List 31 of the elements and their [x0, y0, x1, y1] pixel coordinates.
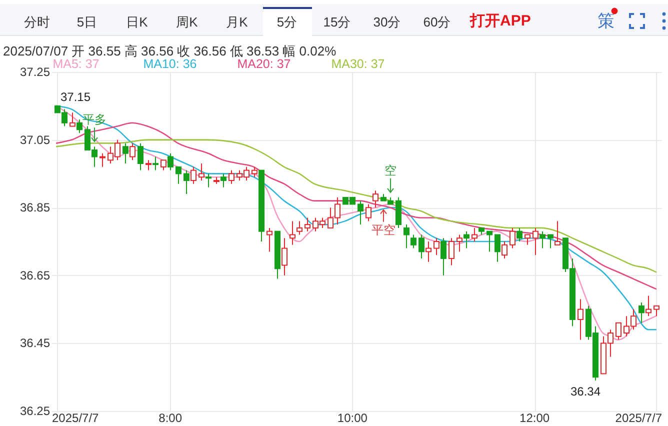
x-tick-label: 8:00 [158, 411, 182, 425]
tab-label: 5分 [276, 14, 298, 30]
strategy-label: 策 [598, 12, 614, 30]
annotation: 36.34 [570, 384, 600, 398]
open-app-label: 打开APP [470, 12, 531, 30]
y-tick-label: 37.05 [20, 132, 50, 147]
legend-item: MA5: 37 [52, 57, 100, 71]
tab-label: 30分 [373, 14, 401, 30]
x-tick-label: 12:00 [520, 411, 550, 425]
subtitle: 2025/07/07 开 36.55 高 36.56 收 36.56 低 36.53 幅 0.02% [3, 44, 336, 58]
y-tick-label: 36.85 [20, 200, 50, 215]
y-tick-label: 36.65 [20, 268, 50, 282]
annotation: 37.15 [60, 90, 91, 104]
tab-label: 5日 [76, 14, 98, 30]
x-tick-label: 2025/7/7 [615, 411, 662, 425]
tab-label: 分时 [24, 14, 50, 30]
y-tick-label: 36.25 [20, 404, 50, 418]
tab-label: 15分 [323, 14, 351, 30]
annotation: 平空 [372, 222, 396, 237]
y-tick-label: 37.25 [20, 65, 50, 79]
tab-label: 周K [176, 14, 198, 30]
legend-item: MA20: 37 [237, 57, 291, 71]
tab-label: 日K [126, 14, 148, 30]
annotation: 空 [384, 163, 396, 178]
y-tick-label: 36.45 [20, 336, 50, 350]
x-tick-label: 10:00 [337, 411, 368, 425]
tab-label: 月K [226, 14, 248, 30]
legend-item: MA30: 37 [331, 57, 385, 71]
x-tick-label: 2025/7/7 [52, 411, 99, 425]
tab-label: 60分 [423, 14, 451, 30]
legend-item: MA10: 36 [143, 57, 197, 71]
